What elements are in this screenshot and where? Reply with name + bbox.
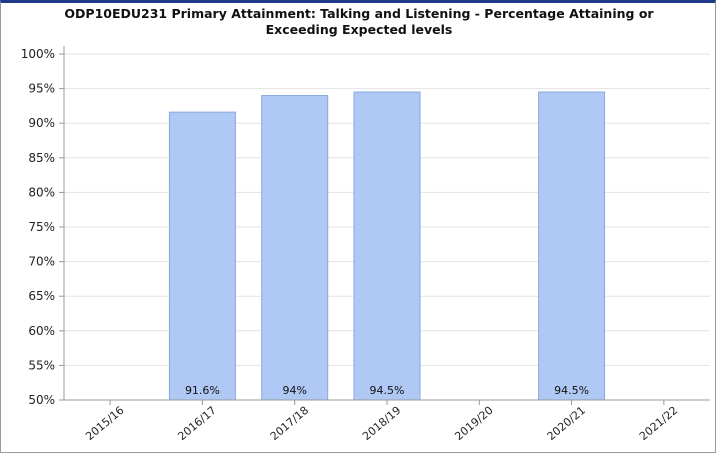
chart-title: ODP10EDU231 Primary Attainment: Talking … — [64, 6, 654, 37]
x-tick-label: 2019/20 — [452, 404, 495, 443]
data-labels: 91.6% 94% 94.5% 94.5% — [185, 384, 589, 397]
y-tick-label: 100% — [21, 47, 55, 61]
axes — [63, 46, 710, 405]
y-axis-tick-labels: 50% 55% 60% 65% 70% 75% 80% 85% 90% 95% 100% — [21, 47, 55, 407]
y-tick-label: 80% — [28, 185, 55, 199]
x-tick-label: 2021/22 — [637, 404, 680, 443]
y-tick-label: 60% — [28, 324, 55, 338]
x-tick-label: 2016/17 — [175, 404, 218, 443]
y-tick-label: 70% — [28, 255, 55, 269]
data-label: 94.5% — [370, 384, 405, 397]
y-tick-label: 55% — [28, 358, 55, 372]
data-label: 94.5% — [554, 384, 589, 397]
bar — [353, 91, 421, 401]
x-axis-tick-labels: 2015/16 2016/17 2017/18 2018/19 2019/20 2020/… — [83, 404, 680, 443]
y-tick-label: 75% — [28, 220, 55, 234]
data-label: 91.6% — [185, 384, 220, 397]
x-tick-label: 2018/19 — [360, 404, 403, 443]
bar — [538, 91, 606, 401]
x-tick-label: 2015/16 — [83, 404, 126, 443]
data-label: 94% — [282, 384, 306, 397]
y-tick-label: 50% — [28, 393, 55, 407]
bar — [168, 111, 236, 401]
bar — [261, 95, 329, 401]
x-tick-label: 2017/18 — [268, 404, 311, 443]
bars — [168, 91, 606, 401]
y-tick-label: 65% — [28, 289, 55, 303]
y-tick-label: 85% — [28, 151, 55, 165]
y-tick-label: 90% — [28, 116, 55, 130]
y-tick-label: 95% — [28, 82, 55, 96]
x-tick-label: 2020/21 — [545, 404, 588, 443]
